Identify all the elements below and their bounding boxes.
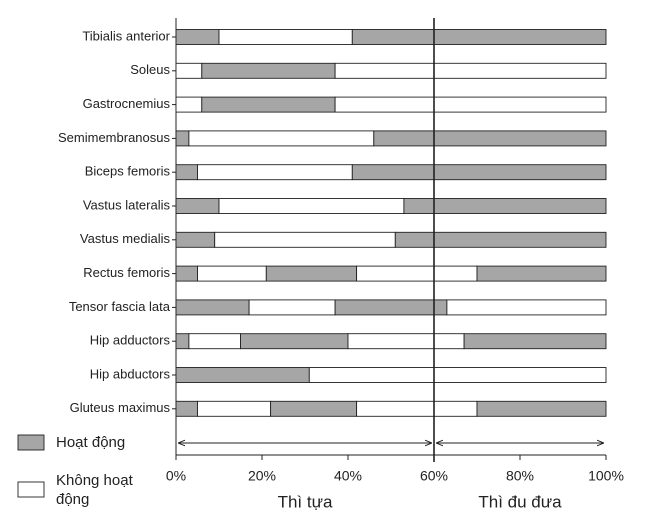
bar-segment (175, 198, 220, 214)
bar-segment (214, 231, 396, 248)
bar-segment (218, 29, 353, 45)
legend-swatch (17, 434, 45, 451)
bar-segment (175, 265, 198, 282)
bar-segment (403, 198, 607, 214)
bar-segment (334, 62, 607, 79)
bar-segment (197, 265, 267, 282)
bar-segment (248, 299, 336, 316)
bar-segment (175, 400, 198, 417)
row-label: Hip adductors (90, 333, 171, 348)
bar-segment (463, 333, 607, 350)
bar-segment (188, 130, 375, 147)
row-label: Semimembranosus (58, 130, 170, 145)
row-label: Rectus femoris (83, 265, 170, 280)
bar-segment (446, 299, 607, 316)
bar-segment (351, 164, 607, 181)
x-tick-label: 100% (588, 468, 624, 484)
x-tick-label: 80% (506, 468, 534, 484)
bar-segment (373, 130, 607, 147)
bar-segment (197, 400, 272, 417)
bar-segment (175, 164, 198, 181)
x-tick-label: 40% (334, 468, 362, 484)
bar-segment (308, 367, 607, 383)
row-label: Gluteus maximus (70, 400, 171, 415)
phase-label: Thì đu đưa (478, 492, 562, 511)
bar-segment (270, 400, 358, 417)
bar-segment (175, 130, 190, 147)
bar-segment (347, 333, 465, 350)
bar-segment (394, 231, 607, 248)
x-tick-label: 60% (420, 468, 448, 484)
bar-segment (175, 367, 310, 383)
bar-segment (175, 299, 250, 316)
row-label: Vastus medialis (80, 231, 171, 246)
row-label: Soleus (130, 62, 170, 77)
bar-segment (334, 299, 448, 316)
bar-segment (218, 198, 405, 214)
bar-segment (197, 164, 353, 181)
bar-segment (356, 400, 478, 417)
bar-segment (175, 29, 220, 45)
row-label: Gastrocnemius (83, 96, 171, 111)
bar-segment (201, 96, 336, 113)
bar-segment (201, 62, 336, 79)
bar-segment (356, 265, 478, 282)
x-tick-label: 20% (248, 468, 276, 484)
bar-segment (476, 265, 607, 282)
bar-segment (175, 333, 190, 350)
bar-segment (476, 400, 607, 417)
bar-segment (175, 231, 216, 248)
row-label: Hip abductors (90, 366, 171, 381)
bar-segment (175, 62, 203, 79)
legend-label: Không hoạt động (56, 472, 133, 508)
x-tick-label: 0% (166, 468, 186, 484)
bar-segment (265, 265, 358, 282)
row-label: Tensor fascia lata (69, 299, 171, 314)
legend-swatch (17, 481, 45, 498)
row-label: Biceps femoris (85, 164, 171, 179)
row-label: Vastus lateralis (83, 197, 171, 212)
bar-segment (175, 96, 203, 113)
bar-segment (334, 96, 607, 113)
bar-segment (240, 333, 349, 350)
phase-label: Thì tựa (278, 492, 333, 511)
bar-segment (188, 333, 241, 350)
row-label: Tibialis anterior (82, 28, 170, 43)
legend-label: Hoạt động (56, 434, 126, 451)
bar-segment (351, 29, 607, 45)
